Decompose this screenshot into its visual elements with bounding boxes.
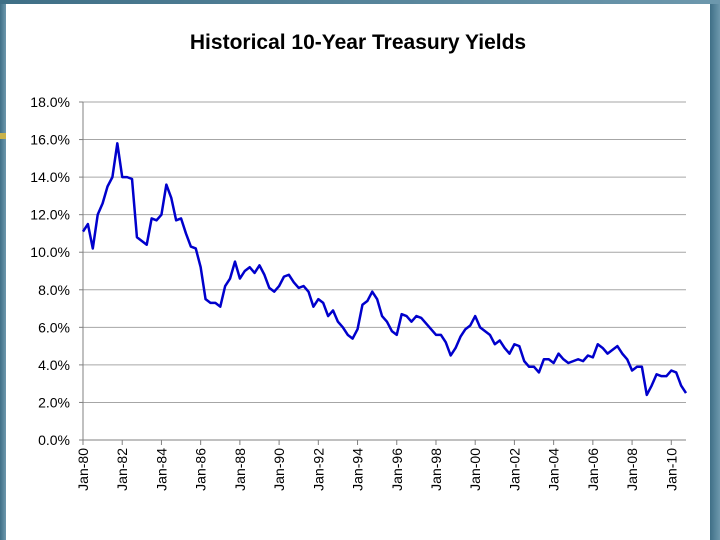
x-tick-label: Jan-92 xyxy=(310,448,326,491)
x-tick-label: Jan-08 xyxy=(624,448,640,491)
y-tick-label: 8.0% xyxy=(38,282,70,298)
x-tick-label: Jan-82 xyxy=(114,448,130,491)
x-tick-label: Jan-04 xyxy=(546,448,562,491)
y-tick-label: 18.0% xyxy=(30,94,70,110)
x-tick-label: Jan-00 xyxy=(467,448,483,491)
y-tick-label: 14.0% xyxy=(30,169,70,185)
y-tick-label: 16.0% xyxy=(30,132,70,148)
y-tick-label: 2.0% xyxy=(38,394,70,410)
x-tick-label: Jan-02 xyxy=(506,448,522,491)
chart-title: Historical 10-Year Treasury Yields xyxy=(190,31,526,54)
x-tick-label: Jan-80 xyxy=(75,448,91,491)
x-tick-label: Jan-98 xyxy=(428,448,444,491)
y-tick-label: 0.0% xyxy=(38,432,70,448)
x-tick-label: Jan-06 xyxy=(585,448,601,491)
x-tick-label: Jan-10 xyxy=(663,448,679,491)
y-tick-label: 4.0% xyxy=(38,357,70,373)
x-tick-label: Jan-96 xyxy=(389,448,405,491)
x-tick-label: Jan-84 xyxy=(153,448,169,491)
y-tick-label: 10.0% xyxy=(30,244,70,260)
x-tick-label: Jan-94 xyxy=(350,448,366,491)
x-tick-label: Jan-86 xyxy=(193,448,209,491)
slide-edge xyxy=(710,0,720,540)
slide-edge xyxy=(0,0,6,540)
slide-accent xyxy=(0,133,6,139)
y-tick-label: 6.0% xyxy=(38,319,70,335)
y-tick-label: 12.0% xyxy=(30,207,70,223)
x-tick-label: Jan-90 xyxy=(271,448,287,491)
yield-line xyxy=(81,142,688,397)
slide-edge xyxy=(0,0,720,4)
x-tick-label: Jan-88 xyxy=(232,448,248,491)
